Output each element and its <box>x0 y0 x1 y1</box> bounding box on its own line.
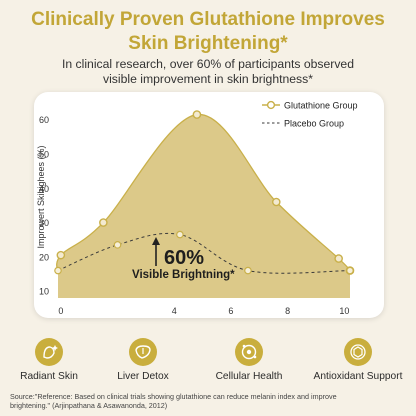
glutathione-marker <box>99 218 108 227</box>
x-tick-label: 10 <box>339 306 349 316</box>
source-line-1: Source:"Reference: Based on clinical tri… <box>10 392 337 401</box>
benefit-label: Liver Detox <box>117 371 169 382</box>
y-tick-label: 10 <box>39 287 49 297</box>
x-tick-label: 0 <box>58 306 63 316</box>
benefit-label: Radiant Skin <box>20 371 78 382</box>
x-tick-label: 8 <box>285 306 290 316</box>
annotation-arrow-icon <box>152 237 160 245</box>
placebo-marker <box>176 230 184 239</box>
page-title: Clinically Proven Glutathione Improves S… <box>0 8 416 56</box>
subtitle-line-2: visible improvement in skin brightness* <box>103 72 313 86</box>
legend-glutathione-label: Glutathione Group <box>284 101 358 111</box>
benefits-row: Radiant Skin Liver Detox Cellular Health <box>0 338 416 390</box>
benefit-label: Antioxidant Support <box>313 371 403 382</box>
page-subtitle: In clinical research, over 60% of partic… <box>20 57 396 87</box>
y-tick-label: 30 <box>39 218 49 228</box>
liver-icon <box>129 338 157 366</box>
benefit-cellular-health: Cellular Health <box>194 338 304 382</box>
glutathione-area <box>56 114 350 298</box>
benefit-antioxidant-support: Antioxidant Support <box>303 338 413 382</box>
placebo-marker <box>113 241 122 249</box>
legend-glutathione-marker <box>266 100 276 110</box>
benefit-label: Cellular Health <box>215 371 283 382</box>
glutathione-marker <box>56 250 66 260</box>
title-line-1: Clinically Proven Glutathione Improves <box>31 9 385 30</box>
glutathione-marker <box>192 110 202 119</box>
placebo-marker <box>54 266 62 275</box>
source-note: Source:"Reference: Based on clinical tri… <box>10 392 410 410</box>
y-tick-label: 20 <box>39 252 49 262</box>
placebo-marker <box>346 266 354 275</box>
y-tick-label: 50 <box>39 150 49 160</box>
cell-icon <box>235 338 263 366</box>
subtitle-line-1: In clinical research, over 60% of partic… <box>62 57 354 71</box>
legend-placebo-label: Placebo Group <box>284 119 344 129</box>
glutathione-marker <box>271 197 281 207</box>
y-tick-label: 40 <box>39 184 49 194</box>
shield-molecule-icon <box>344 338 372 366</box>
sparkle-face-icon <box>35 338 63 366</box>
placebo-marker <box>244 266 252 275</box>
x-tick-label: 4 <box>172 306 177 316</box>
chart: 10 20 30 40 50 60 0 4 6 8 10 Glutathione Group Place… <box>39 100 358 317</box>
y-tick-label: 60 <box>39 115 49 125</box>
y-axis-label: Improwert Skibighees (%) <box>36 145 46 249</box>
benefit-radiant-skin: Radiant Skin <box>0 338 104 382</box>
x-tick-label: 6 <box>228 306 233 316</box>
annotation-text: Visible Brightning* <box>132 269 235 281</box>
annotation-value: 60% <box>164 247 204 269</box>
title-line-2: Skin Brightening* <box>128 33 288 54</box>
glutathione-marker <box>334 254 343 263</box>
source-line-2: brightening." (Arjinpathana & Asawanonda… <box>10 401 168 410</box>
benefit-liver-detox: Liver Detox <box>88 338 198 382</box>
